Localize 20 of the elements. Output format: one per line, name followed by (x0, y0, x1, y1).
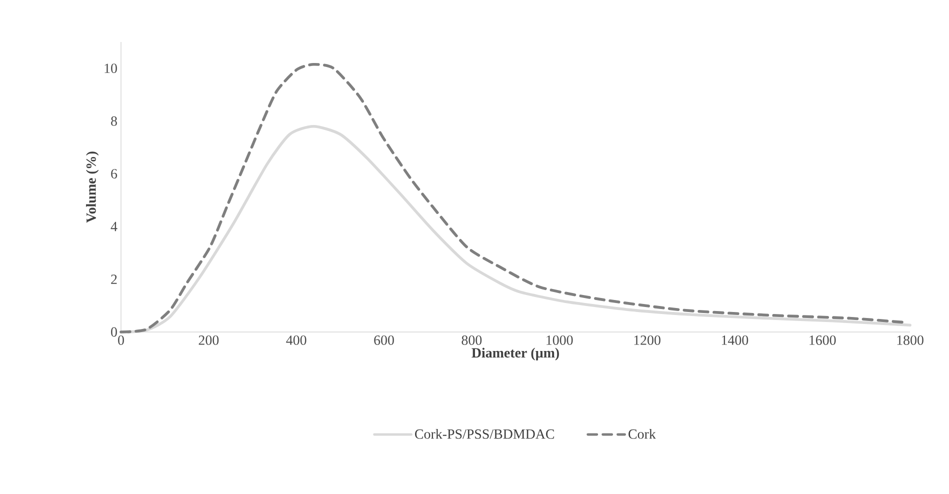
x-tick-label: 0 (118, 336, 124, 345)
x-tick-label: 1000 (546, 336, 573, 345)
x-tick-label: 600 (374, 336, 394, 345)
legend-label: Cork-PS/PSS/BDMDAC (415, 428, 554, 439)
x-tick-label: 400 (286, 336, 306, 345)
x-tick-label: 1800 (897, 336, 924, 345)
y-tick-label: 6 (111, 169, 118, 178)
legend-label: Cork (628, 428, 656, 439)
x-tick-label: 1600 (810, 336, 836, 345)
y-tick-label: 8 (111, 116, 117, 126)
x-tick-label: 1400 (722, 336, 748, 345)
x-tick-label: 800 (462, 336, 482, 345)
x-tick-label: 1200 (634, 336, 660, 345)
y-axis-title: Volume (%) (86, 152, 99, 223)
y-tick-label: 2 (111, 274, 117, 284)
x-tick-label: 200 (198, 336, 219, 345)
y-tick-label: 10 (104, 64, 117, 74)
y-tick-label: 0 (111, 327, 117, 337)
y-tick-label: 4 (110, 222, 118, 232)
x-axis-title: Diameter (µm) (472, 348, 559, 360)
